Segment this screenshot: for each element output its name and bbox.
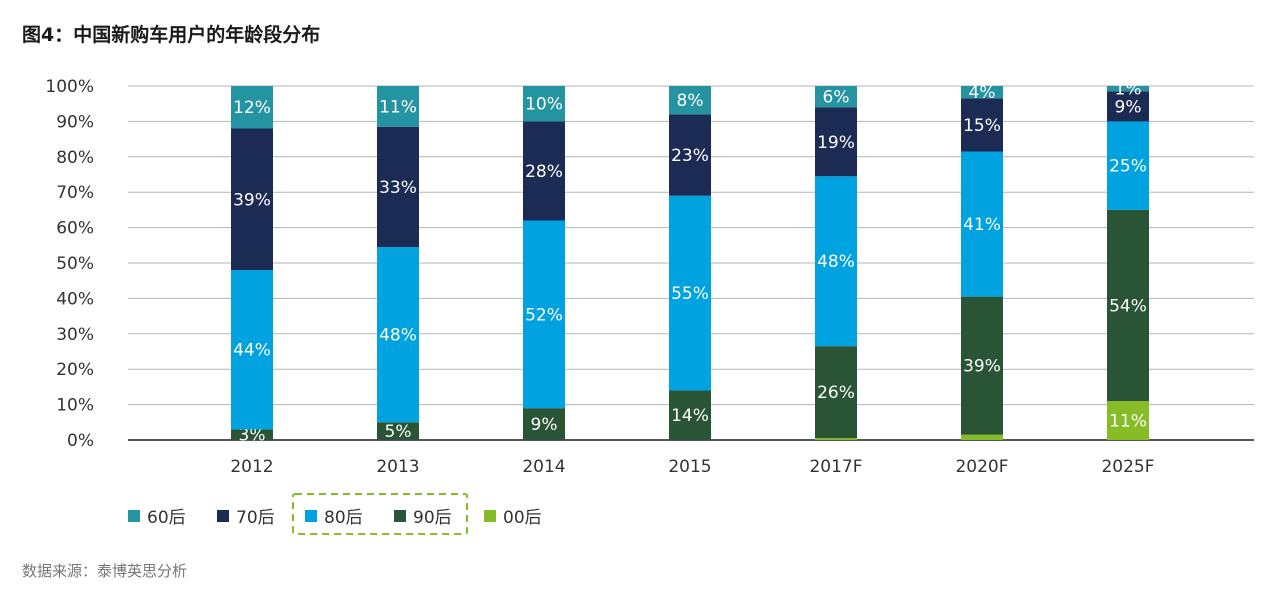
bar-segment	[1107, 401, 1149, 440]
bar-segment	[523, 220, 565, 409]
bar-segment	[231, 86, 273, 129]
legend: 60后 70后 80后 90后 00后	[128, 493, 542, 535]
x-tick-label: 2012	[230, 457, 273, 477]
bar-segment	[377, 422, 419, 440]
data-label: 28%	[525, 162, 563, 182]
legend-label: 90后	[413, 508, 452, 528]
bar-segment	[1107, 86, 1149, 92]
y-tick-label: 80%	[56, 148, 94, 168]
data-label: 48%	[379, 326, 417, 346]
bar-segment	[231, 128, 273, 271]
bar-segment	[377, 247, 419, 423]
bars: 3% 44% 39% 12% 5% 48% 33% 11% 9% 52% 28% 10% 14% 55% 2…	[231, 80, 1149, 446]
bar-segment	[815, 438, 857, 440]
legend-label: 80后	[324, 508, 363, 528]
legend-swatch	[484, 510, 496, 522]
x-tick-label: 2020F	[955, 457, 1008, 477]
data-label: 11%	[379, 97, 417, 117]
x-tick-label: 2015	[668, 457, 711, 477]
bar-segment	[815, 346, 857, 439]
chart-title: 图4：中国新购车用户的年龄段分布	[22, 24, 321, 46]
data-label: 6%	[823, 88, 850, 108]
source-note: 数据来源：泰博英思分析	[22, 562, 188, 580]
data-label: 54%	[1109, 296, 1147, 316]
data-label: 48%	[817, 252, 855, 272]
y-tick-label: 30%	[56, 325, 94, 345]
bar-segment	[523, 86, 565, 122]
bar-segment	[377, 126, 419, 248]
bar-segment	[1107, 209, 1149, 402]
x-axis: 2012 2013 2014 2015 2017F 2020F 2025F	[230, 457, 1154, 477]
data-label: 25%	[1109, 157, 1147, 177]
bar-segment	[523, 121, 565, 221]
y-axis: 0% 10% 20% 30% 40% 50% 60% 70% 80% 90% 100%	[45, 77, 1254, 451]
y-tick-label: 70%	[56, 183, 94, 203]
legend-label: 70后	[236, 508, 275, 528]
data-label: 52%	[525, 305, 563, 325]
legend-label: 00后	[503, 508, 542, 528]
data-label: 12%	[233, 98, 271, 118]
data-label: 1%	[1115, 80, 1142, 100]
y-tick-label: 60%	[56, 219, 94, 239]
bar-segment	[231, 270, 273, 430]
bar-segment	[961, 86, 1003, 99]
x-tick-label: 2025F	[1101, 457, 1154, 477]
data-label: 11%	[1109, 412, 1147, 432]
bar-segment	[523, 408, 565, 440]
data-label: 9%	[1115, 97, 1142, 117]
x-tick-label: 2017F	[809, 457, 862, 477]
bar-segment	[1107, 91, 1149, 122]
bar-segment	[231, 429, 273, 440]
x-tick-label: 2014	[522, 457, 565, 477]
y-tick-label: 100%	[45, 77, 94, 97]
data-label: 9%	[531, 415, 558, 435]
bar-segment	[961, 151, 1003, 297]
data-label: 44%	[233, 341, 271, 361]
bar-segment	[815, 107, 857, 177]
bar-segment	[961, 296, 1003, 435]
data-label: 39%	[233, 190, 271, 210]
y-tick-label: 90%	[56, 112, 94, 132]
data-label: 19%	[817, 133, 855, 153]
data-label: 23%	[671, 146, 709, 166]
data-label: 8%	[677, 91, 704, 111]
bar-segment	[669, 114, 711, 196]
y-tick-label: 50%	[56, 254, 94, 274]
bar-segment	[961, 434, 1003, 440]
legend-swatch	[305, 510, 317, 522]
legend-swatch	[394, 510, 406, 522]
bar-segment	[815, 176, 857, 347]
bar-segment	[1107, 121, 1149, 210]
data-label: 10%	[525, 95, 563, 115]
bar-segment	[669, 390, 711, 440]
data-label: 55%	[671, 284, 709, 304]
legend-swatch	[217, 510, 229, 522]
bar-segment	[815, 86, 857, 108]
y-tick-label: 20%	[56, 360, 94, 380]
data-label: 39%	[963, 357, 1001, 377]
y-tick-label: 40%	[56, 289, 94, 309]
bar-segment	[961, 98, 1003, 152]
data-label: 26%	[817, 383, 855, 403]
legend-swatch	[128, 510, 140, 522]
data-label: 5%	[385, 422, 412, 442]
bar-segment	[669, 86, 711, 115]
y-tick-label: 10%	[56, 396, 94, 416]
data-label: 14%	[671, 406, 709, 426]
x-tick-label: 2013	[376, 457, 419, 477]
legend-label: 60后	[147, 508, 186, 528]
data-label: 15%	[963, 116, 1001, 136]
data-label: 3%	[239, 426, 266, 446]
data-label: 33%	[379, 178, 417, 198]
legend-highlight-box	[292, 493, 468, 535]
bar-segment	[669, 195, 711, 391]
bar-segment	[377, 86, 419, 127]
data-label: 4%	[969, 83, 996, 103]
y-tick-label: 0%	[67, 431, 94, 451]
data-label: 41%	[963, 215, 1001, 235]
